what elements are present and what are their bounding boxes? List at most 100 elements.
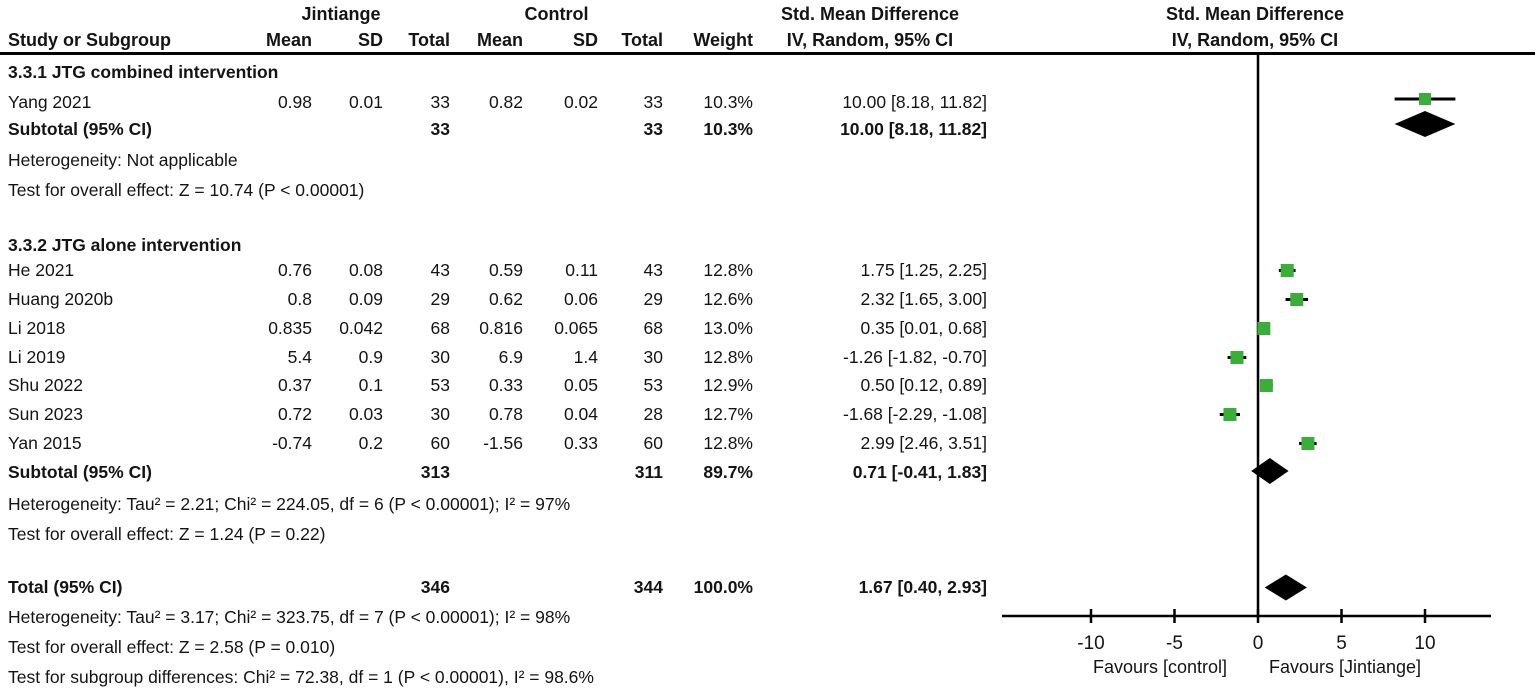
col-header-sd-1: SD — [357, 30, 383, 50]
cell-value: 33 — [430, 119, 450, 139]
cell-value: 0.065 — [554, 318, 598, 338]
cell-value: 1.4 — [573, 347, 598, 367]
cell-study: Sun 2023 — [8, 404, 83, 424]
cell-value: 53 — [643, 375, 663, 395]
cell-value: 5.4 — [287, 347, 312, 367]
cell-value: 2.99 [2.46, 3.51] — [860, 433, 988, 453]
pooled-diamond — [1394, 111, 1456, 137]
study-row: Sun 2023 0.72 0.03 30 0.78 0.04 28 12.7% -1.68 [… — [0, 400, 990, 429]
cell-value: 0.05 — [563, 375, 598, 395]
effect-marker — [1257, 322, 1271, 335]
cell-value: -1.26 [-1.82, -0.70] — [843, 347, 987, 367]
x-axis-tick-label: 5 — [1336, 633, 1347, 654]
cell-value: 0.9 — [358, 347, 383, 367]
cell-value: 0.50 [0.12, 0.89] — [860, 375, 988, 395]
cell-value: 0.37 — [277, 375, 312, 395]
col-header-effect-ci: IV, Random, 95% CI — [786, 30, 954, 50]
note-row: Heterogeneity: Not applicable — [8, 150, 238, 170]
cell-value: 43 — [643, 260, 663, 280]
cell-study: Yang 2021 — [8, 92, 92, 112]
effect-marker — [1223, 408, 1237, 421]
header-divider — [0, 52, 1535, 55]
cell-value: 12.9% — [703, 375, 753, 395]
col-header-weight: Weight — [693, 30, 753, 50]
cell-value: 10.3% — [703, 119, 753, 139]
cell-value: -1.68 [-2.29, -1.08] — [843, 404, 987, 424]
cell-study: Subtotal (95% CI) — [8, 119, 152, 139]
subtotal-row: Subtotal (95% CI) 313 311 89.7% 0.71 [-0.41,… — [0, 458, 990, 487]
group-control-header: Control — [524, 4, 589, 24]
cell-value: 0.04 — [563, 404, 598, 424]
cell-value: 0.72 — [277, 404, 312, 424]
cell-study: Li 2018 — [8, 318, 66, 338]
cell-value: 10.00 [8.18, 11.82] — [840, 119, 987, 139]
cell-value — [312, 458, 383, 487]
x-axis-tick-label: 10 — [1414, 633, 1435, 654]
cell-value: 89.7% — [703, 462, 753, 482]
cell-value: 313 — [420, 462, 450, 482]
cell-value — [450, 573, 523, 602]
study-row: Yang 2021 0.98 0.01 33 0.82 0.02 33 10.3% 10.00 … — [0, 88, 990, 117]
section-title: 3.3.1 JTG combined intervention — [8, 62, 279, 82]
cell-value — [450, 115, 523, 144]
cell-value: 0.33 — [488, 375, 523, 395]
cell-value: 13.0% — [703, 318, 753, 338]
subtotal-row: Subtotal (95% CI) 33 33 10.3% 10.00 [8.18, 1… — [0, 115, 990, 144]
col-header-sd-2: SD — [572, 30, 598, 50]
cell-value: 12.7% — [703, 404, 753, 424]
cell-value: 0.76 — [277, 260, 312, 280]
cell-value — [523, 458, 598, 487]
cell-value: 0.042 — [339, 318, 383, 338]
cell-value: 0.09 — [348, 289, 383, 309]
cell-value: 0.08 — [348, 260, 383, 280]
cell-value: 30 — [430, 347, 450, 367]
cell-value: 12.8% — [703, 433, 753, 453]
cell-value — [523, 115, 598, 144]
note-row: Test for overall effect: Z = 1.24 (P = 0… — [8, 524, 326, 544]
cell-value: 0.03 — [348, 404, 383, 424]
cell-value: 10.00 [8.18, 11.82] — [842, 92, 987, 112]
note-row: Heterogeneity: Tau² = 2.21; Chi² = 224.0… — [8, 494, 571, 514]
cell-value: 33 — [430, 92, 450, 112]
cell-value: 43 — [430, 260, 450, 280]
cell-value: 68 — [430, 318, 450, 338]
cell-study: Total (95% CI) — [8, 577, 123, 597]
cell-value: 0.02 — [563, 92, 598, 112]
cell-value: 12.8% — [703, 347, 753, 367]
cell-study: Subtotal (95% CI) — [8, 462, 152, 482]
cell-value: 0.98 — [277, 92, 312, 112]
cell-value: 0.59 — [488, 260, 523, 280]
cell-value: 60 — [430, 433, 450, 453]
cell-value: 0.835 — [268, 318, 312, 338]
cell-value: 29 — [643, 289, 663, 309]
cell-study: Shu 2022 — [8, 375, 83, 395]
cell-value: 30 — [430, 404, 450, 424]
plot-column-header: Std. Mean Difference — [1165, 4, 1345, 24]
col-header-total-1: Total — [408, 30, 450, 50]
cell-value: 0.33 — [563, 433, 598, 453]
cell-value: 0.816 — [479, 318, 523, 338]
group-jintiange-header: Jintiange — [301, 4, 381, 24]
cell-value: 6.9 — [498, 347, 523, 367]
cell-study: Huang 2020b — [8, 289, 114, 309]
cell-value: 0.8 — [287, 289, 312, 309]
cell-value: 60 — [643, 433, 663, 453]
cell-value: 53 — [430, 375, 450, 395]
cell-value — [232, 573, 312, 602]
plot-column-subheader: IV, Random, 95% CI — [1171, 30, 1339, 50]
cell-value: 0.06 — [563, 289, 598, 309]
cell-value: 0.01 — [348, 92, 383, 112]
col-header-study: Study or Subgroup — [8, 30, 171, 50]
cell-value: 0.82 — [488, 92, 523, 112]
study-row: Li 2019 5.4 0.9 30 6.9 1.4 30 12.8% -1.26 [-1.82… — [0, 343, 990, 372]
cell-value: 10.3% — [703, 92, 753, 112]
cell-value: 12.8% — [703, 260, 753, 280]
table-group-header: Jintiange Control Std. Mean Difference S… — [0, 0, 1535, 28]
cell-study: Yan 2015 — [8, 433, 82, 453]
cell-value: -1.56 — [483, 433, 523, 453]
section-title: 3.3.2 JTG alone intervention — [8, 235, 242, 255]
cell-value: 0.35 [0.01, 0.68] — [860, 318, 988, 338]
note-row: Heterogeneity: Tau² = 3.17; Chi² = 323.7… — [8, 607, 571, 627]
